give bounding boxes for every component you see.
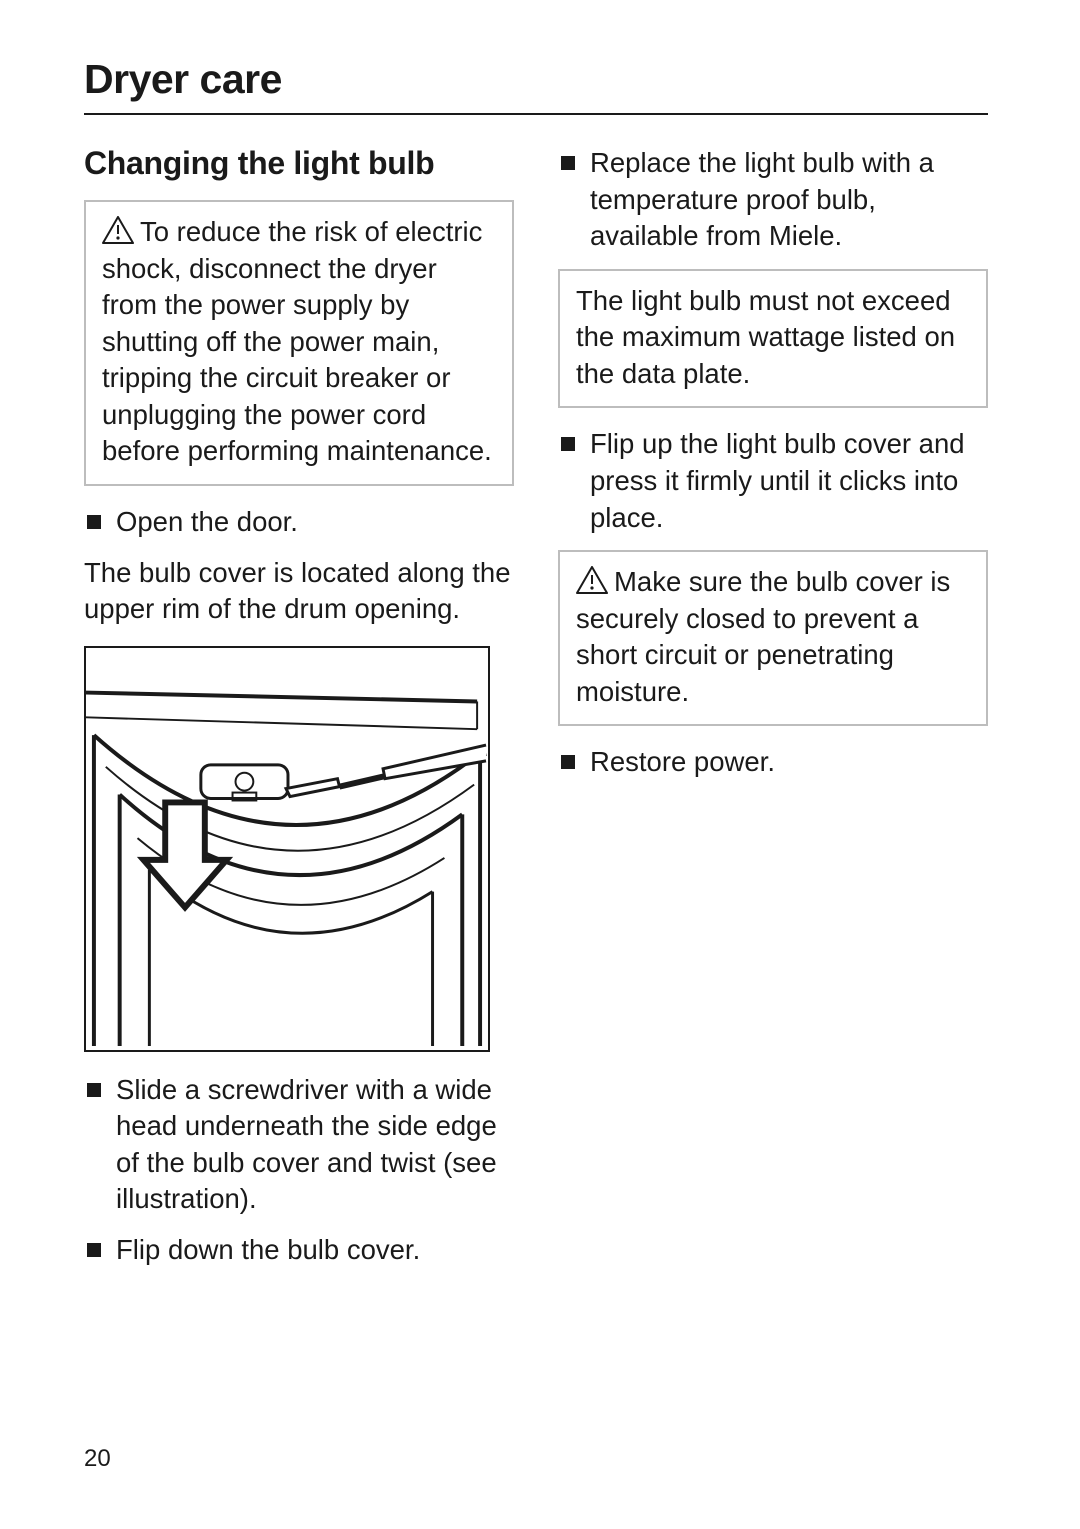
left-steps-1: Open the door. — [84, 504, 514, 541]
warning-callout-power: To reduce the risk of electric shock, di… — [84, 200, 514, 486]
right-steps-1: Replace the light bulb with a temperatur… — [558, 145, 988, 255]
right-steps-3: Restore power. — [558, 744, 988, 781]
step-screwdriver: Slide a screwdriver with a wide head und… — [84, 1072, 514, 1218]
bulb-cover-location: The bulb cover is located along the uppe… — [84, 555, 514, 628]
right-column: Replace the light bulb with a temperatur… — [558, 145, 988, 1282]
note-callout-wattage: The light bulb must not exceed the maxim… — [558, 269, 988, 409]
content-columns: Changing the light bulb To reduce the ri… — [84, 145, 988, 1282]
left-steps-2: Slide a screwdriver with a wide head und… — [84, 1072, 514, 1269]
step-replace-bulb: Replace the light bulb with a temperatur… — [558, 145, 988, 255]
page-title: Dryer care — [84, 56, 988, 103]
illustration-svg — [86, 648, 488, 1050]
step-open-door: Open the door. — [84, 504, 514, 541]
note-wattage-text: The light bulb must not exceed the maxim… — [576, 285, 955, 389]
step-flip-up: Flip up the light bulb cover and press i… — [558, 426, 988, 536]
step-flip-down: Flip down the bulb cover. — [84, 1232, 514, 1269]
warning-text: To reduce the risk of electric shock, di… — [102, 216, 492, 466]
title-rule — [84, 113, 988, 115]
warning-secure-text: Make sure the bulb cover is securely clo… — [576, 566, 950, 707]
page-number: 20 — [84, 1445, 111, 1473]
right-steps-2: Flip up the light bulb cover and press i… — [558, 426, 988, 536]
left-column: Changing the light bulb To reduce the ri… — [84, 145, 514, 1282]
step-restore-power: Restore power. — [558, 744, 988, 781]
section-heading: Changing the light bulb — [84, 145, 514, 182]
illustration-bulb-cover — [84, 646, 490, 1052]
warning-callout-secure: Make sure the bulb cover is securely clo… — [558, 550, 988, 726]
